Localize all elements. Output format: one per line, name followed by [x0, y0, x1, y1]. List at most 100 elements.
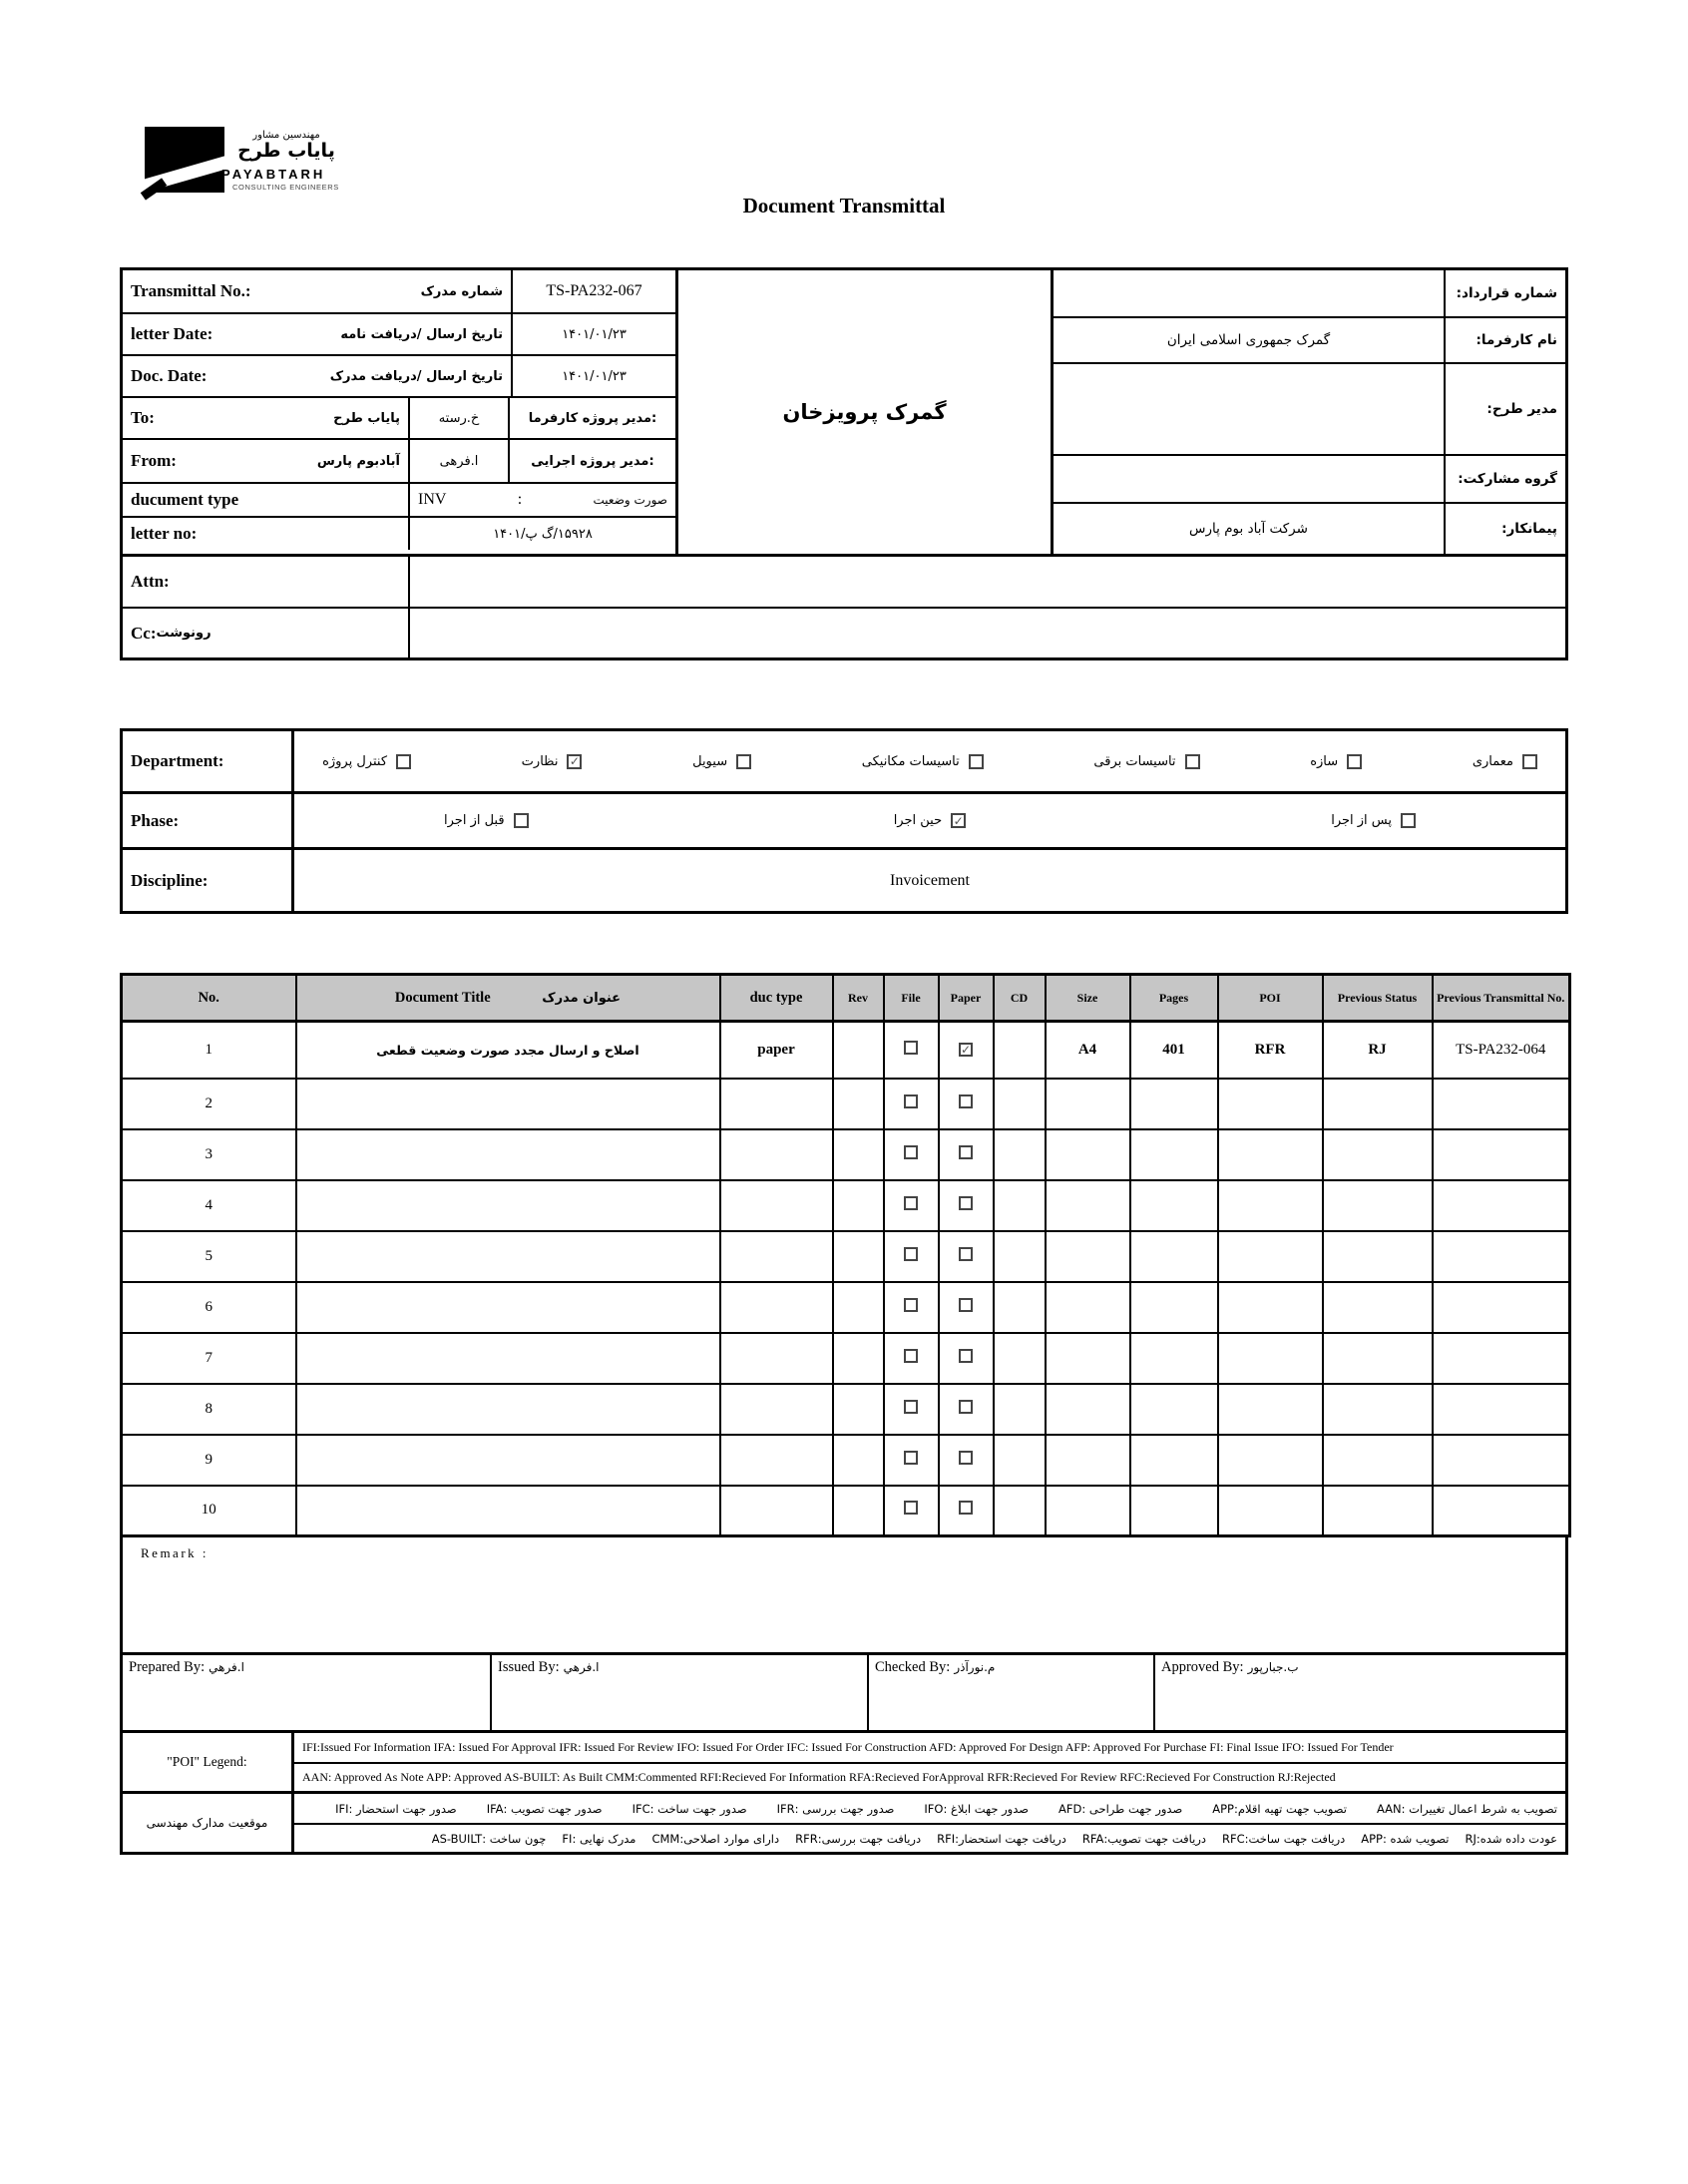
checkbox-icon[interactable]: [736, 753, 752, 769]
client-name-row: گمرک جمهوری اسلامی ایران نام کارفرما:: [1054, 316, 1565, 362]
file-checkbox-icon[interactable]: [904, 1246, 918, 1261]
plan-manager-label: مدیر طرح:: [1444, 364, 1565, 454]
paper-checkbox-icon[interactable]: [959, 1144, 973, 1159]
paper-checkbox-icon[interactable]: [959, 1246, 973, 1261]
paper-checkbox-icon[interactable]: [959, 1042, 973, 1057]
checkbox-icon[interactable]: [1401, 813, 1416, 828]
poi-legend-line1: IFI:Issued For Information IFA: Issued F…: [302, 1740, 1394, 1754]
cell-rev: [831, 1127, 885, 1181]
document-type-value: INV : صورت وضعیت: [408, 484, 675, 516]
document-type-row: ducument type INV : صورت وضعیت: [123, 482, 675, 516]
cell-prev-transmittal: [1431, 1280, 1571, 1334]
cell-cd: [992, 1331, 1047, 1385]
checked-by-name: م.نورآذر: [954, 1660, 996, 1674]
legend-block: "POI" Legend: IFI:Issued For Information…: [120, 1733, 1568, 1855]
cell-poi: [1216, 1382, 1324, 1436]
cell-title: [294, 1433, 721, 1487]
cell-rev: [831, 1433, 885, 1487]
discipline-label: Discipline:: [123, 850, 294, 911]
file-checkbox-icon[interactable]: [904, 1144, 918, 1159]
cell-file: [882, 1331, 940, 1385]
project-name: گمرک پرویزخان: [782, 400, 947, 424]
legend-item: دریافت جهت ساخت:RFC: [1222, 1831, 1346, 1846]
remark-box: Remark :: [120, 1537, 1568, 1655]
attn-value: [408, 557, 1565, 607]
paper-checkbox-icon[interactable]: [959, 1501, 973, 1516]
checkbox-icon[interactable]: [567, 753, 583, 769]
department-option[interactable]: معماری: [1473, 753, 1537, 769]
department-option[interactable]: نظارت: [522, 753, 583, 769]
paper-checkbox-icon[interactable]: [959, 1093, 973, 1108]
cell-file: [882, 1229, 940, 1283]
client-name-label: نام کارفرما:: [1444, 318, 1565, 362]
cc-row: Cc: رونوشت: [120, 609, 1568, 660]
checkbox-icon[interactable]: [968, 753, 984, 769]
checked-by-label: Checked By:: [875, 1659, 951, 1675]
cell-pages: [1128, 1433, 1219, 1487]
phase-label: Phase:: [123, 794, 294, 847]
client-name-value: گمرک جمهوری اسلامی ایران: [1166, 332, 1331, 348]
file-checkbox-icon[interactable]: [904, 1348, 918, 1363]
doc-row: 1 اصلاح و ارسال مجدد صورت وضعیت قطعی paper…: [120, 1020, 1571, 1080]
issued-by-cell: Issued By: ا.فرهي: [490, 1655, 867, 1730]
department-option[interactable]: سیویل: [692, 753, 752, 769]
cell-size: [1044, 1382, 1131, 1436]
cell-file: [882, 1484, 940, 1537]
cell-file: [882, 1178, 940, 1232]
paper-checkbox-icon[interactable]: [959, 1348, 973, 1363]
file-checkbox-icon[interactable]: [904, 1040, 918, 1055]
phase-option[interactable]: حین اجرا: [894, 813, 967, 828]
file-checkbox-icon[interactable]: [904, 1297, 918, 1312]
legend-item: تصویب شده :APP: [1361, 1831, 1450, 1846]
col-header-title-en: Document Title: [394, 989, 491, 1006]
doc-row: 6: [120, 1280, 1571, 1334]
cell-cd: [992, 1178, 1047, 1232]
cell-size: A4: [1044, 1020, 1131, 1080]
discipline-value-cell: Invoicement: [294, 850, 1565, 911]
fa-legend-label: موقعیت مدارک مهندسی: [123, 1794, 294, 1852]
logo-latin-name: PAYABTARH: [221, 167, 326, 182]
file-checkbox-icon[interactable]: [904, 1450, 918, 1465]
checkbox-icon[interactable]: [1522, 753, 1537, 769]
fa-legend-group: موقعیت مدارک مهندسی تصویب به شرط اعمال ت…: [123, 1791, 1565, 1852]
checkbox-icon[interactable]: [951, 813, 967, 828]
project-name-cell: گمرک پرویزخان: [678, 267, 1054, 557]
cell-title: اصلاح و ارسال مجدد صورت وضعیت قطعی: [294, 1020, 721, 1080]
cell-poi: [1216, 1229, 1324, 1283]
doc-row: 2: [120, 1077, 1571, 1130]
checkbox-icon[interactable]: [1184, 753, 1200, 769]
file-checkbox-icon[interactable]: [904, 1501, 918, 1516]
checkbox-icon[interactable]: [396, 753, 412, 769]
checkbox-icon[interactable]: [513, 813, 529, 828]
phase-option[interactable]: پس از اجرا: [1331, 813, 1416, 828]
col-header-file: File: [882, 973, 940, 1023]
cell-paper: [937, 1484, 995, 1537]
cell-title: [294, 1484, 721, 1537]
paper-checkbox-icon[interactable]: [959, 1297, 973, 1312]
department-option[interactable]: کنترل پروژه: [322, 753, 412, 769]
letter-date-row: letter Date: تاریخ ارسال /دریافت نامه ۱۴…: [123, 312, 675, 354]
department-option[interactable]: سازه: [1310, 753, 1363, 769]
paper-checkbox-icon[interactable]: [959, 1195, 973, 1210]
file-checkbox-icon[interactable]: [904, 1195, 918, 1210]
cell-duc-type: [718, 1382, 834, 1436]
cell-size: [1044, 1127, 1131, 1181]
file-checkbox-icon[interactable]: [904, 1093, 918, 1108]
cell-no: 8: [120, 1382, 297, 1436]
phase-option[interactable]: قبل از اجرا: [444, 813, 529, 828]
cell-duc-type: [718, 1127, 834, 1181]
col-header-duc-type: duc type: [718, 973, 834, 1023]
paper-checkbox-icon[interactable]: [959, 1399, 973, 1414]
cell-no: 10: [120, 1484, 297, 1537]
file-checkbox-icon[interactable]: [904, 1399, 918, 1414]
department-option[interactable]: تاسیسات برقی: [1093, 753, 1200, 769]
transmittal-info-block: Transmittal No.: شماره مدرک TS-PA232-067…: [120, 267, 1568, 660]
cell-rev: [831, 1020, 885, 1080]
cell-title: [294, 1077, 721, 1130]
paper-checkbox-icon[interactable]: [959, 1450, 973, 1465]
cell-poi: [1216, 1127, 1324, 1181]
department-option[interactable]: تاسیسات مکانیکی: [862, 753, 984, 769]
checkbox-icon[interactable]: [1347, 753, 1363, 769]
from-middle-value: ا.فرهی: [408, 440, 508, 482]
contractor-row: شرکت آباد بوم پارس پیمانکار:: [1054, 502, 1565, 554]
